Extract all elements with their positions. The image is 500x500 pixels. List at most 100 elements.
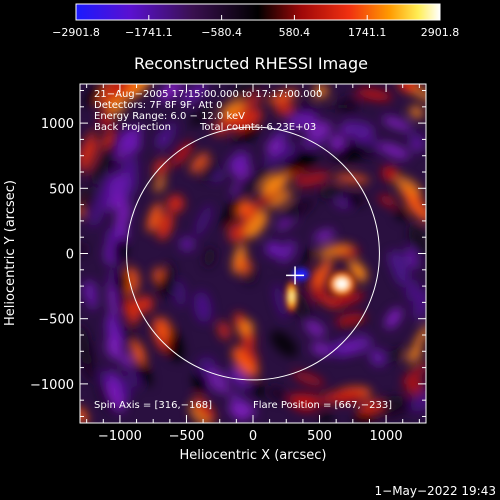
y-tick-label: 1000	[41, 117, 74, 132]
colorbar	[75, 3, 441, 21]
texture-blob	[317, 186, 344, 199]
colorbar-tick-label: −580.4	[201, 26, 242, 39]
texture-blob	[200, 161, 220, 181]
texture-blob	[83, 84, 103, 108]
annotation-energy-range: Energy Range: 6.0 − 12.0 keV	[94, 111, 245, 122]
texture-blob	[301, 135, 328, 148]
texture-blob	[344, 197, 360, 206]
texture-blob	[278, 240, 296, 263]
texture-blob	[189, 403, 211, 423]
texture-blob	[106, 380, 125, 412]
texture-blob	[147, 202, 162, 233]
texture-blob	[126, 366, 140, 389]
annotation-total-counts: Total counts: 6.23E+03	[199, 122, 316, 133]
texture-blob	[294, 171, 331, 188]
texture-blob	[288, 393, 317, 412]
texture-blob	[382, 117, 412, 131]
texture-blob	[220, 100, 245, 120]
texture-blob	[80, 129, 97, 163]
texture-blob	[88, 190, 107, 228]
texture-blob	[154, 317, 172, 341]
texture-blob	[181, 84, 208, 105]
texture-blob	[268, 190, 293, 209]
texture-blob	[238, 320, 254, 335]
texture-blob	[394, 207, 409, 221]
texture-blob	[299, 247, 315, 265]
texture-blob	[340, 96, 360, 114]
colorbar-tick-label: −1741.1	[125, 26, 173, 39]
colorbar-ticks	[75, 15, 441, 20]
texture-blob	[408, 105, 425, 119]
x-tick-label: −500	[169, 429, 205, 444]
y-tick-label: 500	[49, 182, 74, 197]
texture-blob	[122, 331, 134, 346]
texture-blob	[385, 307, 402, 329]
texture-blob	[292, 371, 325, 387]
texture-blob	[356, 88, 392, 101]
texture-blob	[336, 146, 366, 160]
texture-blob	[318, 413, 334, 423]
texture-blob	[240, 203, 260, 228]
texture-blob	[155, 122, 178, 147]
texture-blob	[229, 367, 250, 388]
texture-blob	[313, 84, 329, 99]
texture-blob	[383, 399, 414, 419]
texture-blob	[406, 346, 423, 363]
texture-blob	[239, 94, 263, 109]
y-tick-label: −1000	[30, 378, 74, 393]
texture-blob	[80, 139, 100, 173]
spin-axis-marker	[286, 266, 305, 285]
texture-blob	[265, 241, 283, 258]
annotation-flare-position: Flare Position = [667,−233]	[253, 400, 392, 411]
texture-blob	[408, 224, 426, 257]
texture-blob	[192, 372, 210, 392]
x-tick-label: −1000	[98, 429, 142, 444]
heatmap-image	[80, 84, 426, 423]
texture-blob	[113, 194, 124, 210]
texture-blob	[80, 186, 97, 213]
texture-blob	[228, 402, 249, 421]
texture-blob	[80, 242, 88, 257]
texture-blob	[120, 353, 132, 368]
texture-blob	[112, 237, 128, 263]
texture-blob	[310, 342, 331, 356]
texture-blob	[378, 194, 397, 207]
texture-blob	[412, 289, 426, 321]
texture-blob	[108, 172, 129, 200]
texture-blob	[287, 111, 318, 130]
texture-blob	[128, 126, 142, 144]
texture-blob	[250, 384, 265, 398]
texture-blob	[260, 172, 289, 196]
colorbar-tick-label: 2901.8	[421, 26, 460, 39]
x-tick-label: 500	[307, 429, 332, 444]
texture-blob	[279, 142, 296, 157]
texture-blob	[254, 167, 272, 182]
texture-blob	[217, 321, 231, 340]
annotation-time-range: 21−Aug−2005 17:15:00.000 to 17:17:00.000	[94, 89, 322, 100]
texture-blob	[232, 392, 246, 405]
texture-blob	[212, 116, 236, 136]
texture-blob	[405, 247, 419, 270]
texture-blob	[273, 284, 288, 319]
x-axis-ticks	[86, 84, 420, 423]
texture-blob	[203, 247, 216, 268]
texture-blob	[220, 196, 244, 228]
texture-blob	[266, 89, 299, 103]
texture-blob	[235, 257, 251, 274]
y-tick-label: −500	[38, 313, 74, 328]
negative-source-blue	[292, 268, 309, 281]
texture-blob	[80, 350, 97, 382]
texture-blob	[274, 98, 293, 116]
texture-blob	[199, 105, 214, 120]
texture-blob	[120, 156, 139, 177]
solar-limb-circle	[126, 126, 380, 381]
texture-blob	[281, 198, 315, 221]
y-axis-tick-labels: 1000 500 0 −500 −1000	[30, 117, 74, 393]
footer-timestamp: 1−May−2022 19:43	[375, 484, 497, 498]
texture-blob	[381, 165, 399, 182]
texture-blob	[240, 343, 259, 365]
texture-blob	[328, 291, 365, 307]
texture-blob	[107, 96, 126, 115]
texture-blob	[166, 194, 185, 213]
texture-blob	[334, 313, 366, 325]
